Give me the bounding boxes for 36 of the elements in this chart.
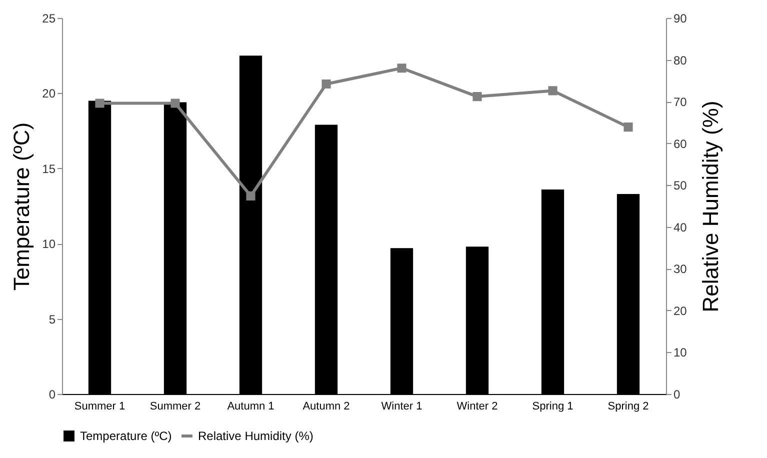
y2-tick-label: 10 <box>674 346 688 360</box>
y-tick-label: 10 <box>42 237 56 252</box>
legend-label: Relative Humidity (%) <box>198 429 314 443</box>
y2-tick-label: 20 <box>674 304 688 318</box>
x-tick-label: Winter 2 <box>456 400 498 412</box>
y2-tick-label: 50 <box>674 178 688 193</box>
point <box>95 98 104 108</box>
y-tick-label: 20 <box>42 86 56 101</box>
y-axis-title: Temperature (ºC) <box>9 122 34 291</box>
point <box>397 64 406 73</box>
x-tick-label: Autumn 2 <box>302 400 350 412</box>
point <box>322 79 331 89</box>
x-tick-label: Autumn 1 <box>227 400 274 412</box>
x-tick-label: Winter 1 <box>381 400 422 412</box>
y2-tick-label: 70 <box>674 95 688 110</box>
y-tick-label: 15 <box>42 162 56 176</box>
y2-tick-label: 90 <box>674 12 688 26</box>
legend-label: Temperature (ºC) <box>80 429 172 443</box>
y-tick-label: 0 <box>48 388 56 402</box>
y2-axis-title: Relative Humidity (%) <box>698 100 723 312</box>
point <box>246 191 256 201</box>
y2-tick-label: 0 <box>674 388 680 402</box>
x-tick-label: Spring 2 <box>608 400 649 412</box>
y2-tick-label: 60 <box>674 136 688 151</box>
point <box>624 122 633 132</box>
y2-tick-label: 80 <box>674 53 688 68</box>
y2-tick-label: 40 <box>674 220 688 234</box>
point <box>170 98 180 108</box>
y2-tick-label: 30 <box>674 262 688 276</box>
point <box>472 92 482 102</box>
point <box>548 86 558 96</box>
x-tick-label: Summer 1 <box>74 400 126 412</box>
x-tick-label: Spring 1 <box>532 400 574 412</box>
x-tick-label: Summer 2 <box>150 400 201 412</box>
y-tick-label: 25 <box>42 12 56 26</box>
y-tick-label: 5 <box>48 312 56 326</box>
